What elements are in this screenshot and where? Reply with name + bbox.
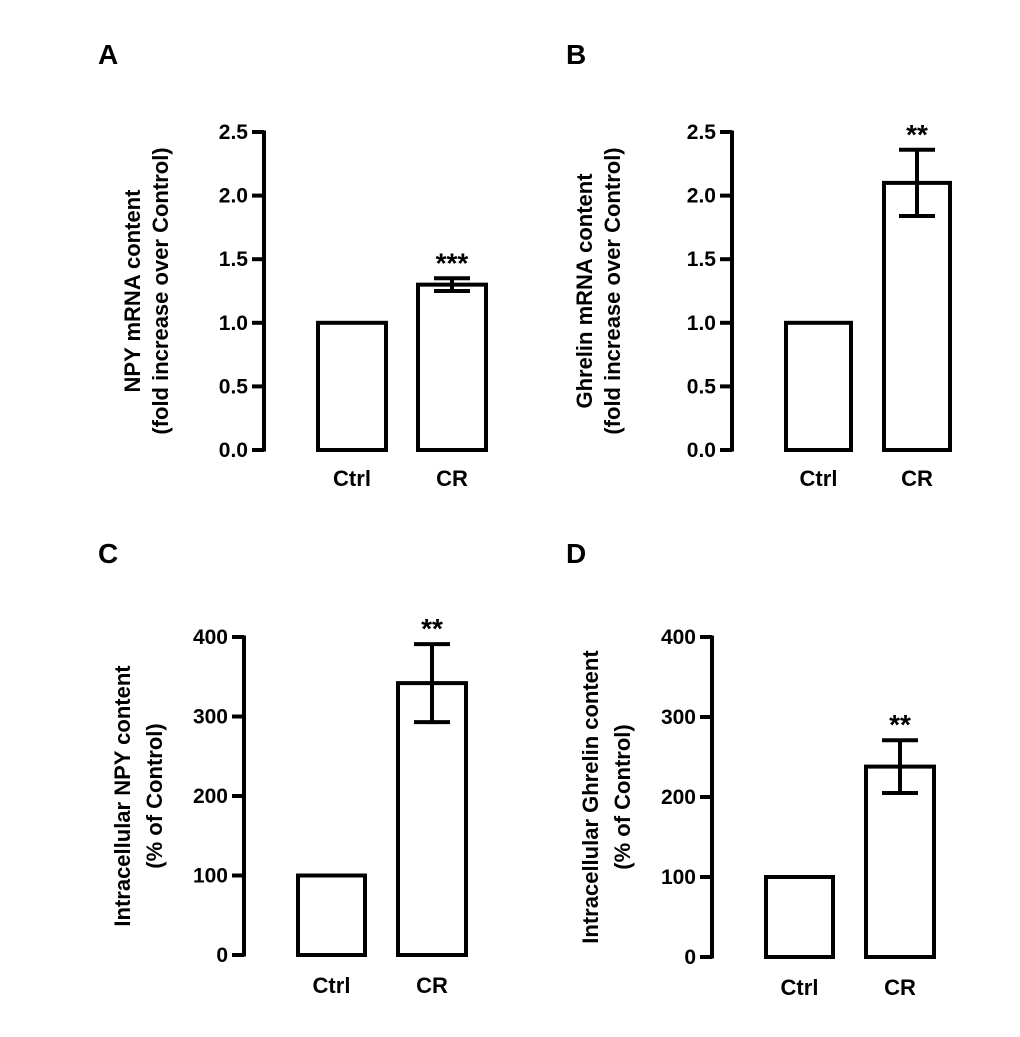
y-axis-title-line1: NPY mRNA content <box>120 189 145 393</box>
y-tick-label: 1.0 <box>687 312 716 335</box>
category-label-cr: CR <box>901 466 933 491</box>
y-tick-label: 0 <box>216 944 228 967</box>
bar-ctrl <box>784 320 853 452</box>
bar-ctrl <box>764 875 835 959</box>
chart-panel-d: D 0 100 200 300 400 Intracellular Ghrelin cont… <box>566 538 936 1000</box>
category-label-cr: CR <box>416 973 448 998</box>
y-tick-label: 2.0 <box>687 185 716 208</box>
category-label-ctrl: Ctrl <box>333 466 371 491</box>
significance-marker: ** <box>906 119 928 150</box>
y-tick-label: 300 <box>193 706 228 729</box>
y-tick-label: 1.0 <box>219 312 248 335</box>
y-tick-label: 0.0 <box>687 439 716 462</box>
y-tick-label: 0 <box>684 946 696 969</box>
y-tick-label: 400 <box>193 626 228 649</box>
panel-label: C <box>98 538 118 569</box>
panel-label: A <box>98 39 118 70</box>
bar-cr <box>416 282 488 453</box>
panel-label: D <box>566 538 586 569</box>
bar-ctrl <box>296 873 367 957</box>
category-label-ctrl: Ctrl <box>781 975 819 1000</box>
y-tick-label: 400 <box>661 626 696 649</box>
bar-ctrl <box>316 320 388 452</box>
y-tick-label: 1.5 <box>687 248 717 271</box>
y-axis-title-line1: Intracellular NPY content <box>110 665 135 927</box>
category-label-ctrl: Ctrl <box>313 973 351 998</box>
y-axis-title-line1: Intracellular Ghrelin content <box>578 650 603 944</box>
y-tick-label: 200 <box>661 786 696 809</box>
y-tick-label: 0.5 <box>219 375 249 398</box>
significance-marker: *** <box>436 247 469 278</box>
y-tick-label: 2.5 <box>219 121 249 144</box>
y-tick-label: 1.5 <box>219 248 249 271</box>
panel-label: B <box>566 39 586 70</box>
y-axis-title-line2: (fold increase over Control) <box>600 147 625 434</box>
y-axis-title-line1: Ghrelin mRNA content <box>572 173 597 409</box>
y-tick-label: 300 <box>661 706 696 729</box>
y-axis-title-line2: (fold increase over Control) <box>148 147 173 434</box>
y-tick-label: 100 <box>661 866 696 889</box>
bar-cr <box>396 681 468 957</box>
chart-panel-b: B 0.0 0.5 1.0 1.5 2.0 2.5 Ghrelin mRNA content(… <box>566 39 952 491</box>
y-tick-label: 2.5 <box>687 121 717 144</box>
y-tick-label: 100 <box>193 865 228 888</box>
bar-cr <box>882 180 952 452</box>
y-axis-title-line2: (% of Control) <box>610 724 635 869</box>
significance-marker: ** <box>889 709 911 740</box>
category-label-ctrl: Ctrl <box>800 466 838 491</box>
y-tick-label: 200 <box>193 785 228 808</box>
bar-cr <box>864 764 936 959</box>
chart-panel-c: C 0 100 200 300 400 Intracellular NPY content (… <box>98 538 468 998</box>
significance-marker: ** <box>421 613 443 644</box>
y-tick-label: 2.0 <box>219 185 248 208</box>
category-label-cr: CR <box>884 975 916 1000</box>
category-label-cr: CR <box>436 466 468 491</box>
y-tick-label: 0.0 <box>219 439 248 462</box>
y-axis-title-line2: (% of Control) <box>142 723 167 868</box>
y-tick-label: 0.5 <box>687 375 717 398</box>
chart-panel-a: A 0.0 0.5 1.0 1.5 2.0 2.5 NPY mRNA content (fold… <box>98 39 488 491</box>
